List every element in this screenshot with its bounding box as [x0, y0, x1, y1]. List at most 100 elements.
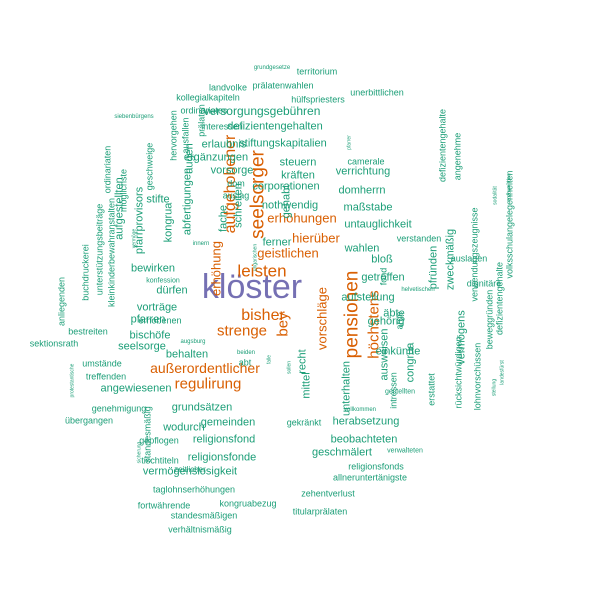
word-cloud-word: verwalteten: [387, 447, 423, 455]
word-cloud-word: steuern: [279, 156, 317, 169]
word-cloud-word: dom: [227, 178, 245, 189]
word-cloud-word: hervorgehen: [168, 110, 179, 161]
word-cloud-word: verrichtung: [335, 165, 391, 178]
word-cloud-word: fache: [217, 205, 230, 232]
word-cloud-word: beiden: [236, 350, 256, 356]
word-cloud-word: fortwährende: [137, 500, 191, 511]
word-cloud-word: abfertigungen: [181, 167, 194, 236]
word-cloud-word: seelsorger: [247, 150, 269, 239]
word-cloud-word: hierüber: [292, 230, 340, 246]
word-cloud-word: kongrua: [162, 202, 175, 243]
word-cloud-word: kräften: [281, 169, 315, 182]
word-cloud-word: versorgungsgebühren: [203, 104, 321, 118]
word-cloud-word: wahlen: [344, 242, 380, 255]
word-cloud-word: angewiesenen: [100, 382, 172, 395]
word-cloud-word: zeitlicher: [174, 465, 206, 474]
word-cloud-word: interessen: [201, 121, 243, 132]
word-cloud-word: erhobenen: [138, 315, 182, 326]
word-cloud-word: wodurch: [163, 421, 205, 434]
word-cloud-word: beweggründen: [484, 289, 495, 350]
word-cloud-word: strenge: [216, 322, 268, 340]
word-cloud-word: genehmigung: [91, 403, 147, 414]
word-cloud-word: congrua: [404, 342, 417, 383]
word-cloud-word: unterstützungsbeiträge: [94, 203, 105, 296]
word-cloud-word: defizientengehalten: [227, 120, 323, 133]
word-cloud-word: leisten: [237, 261, 287, 281]
word-cloud-word: gekränkt: [286, 417, 322, 428]
word-cloud-word: tischtiteln: [141, 455, 179, 466]
word-cloud-word: stifte: [146, 193, 170, 206]
word-cloud-word: untauglichkeit: [344, 218, 412, 231]
word-cloud-word: sollen: [286, 360, 293, 375]
word-cloud-word: treffenden: [85, 371, 127, 382]
word-cloud-word: lohnvorschüssen: [472, 342, 483, 411]
word-cloud-word: grundgesetze: [253, 65, 291, 71]
word-cloud-word: übergangen: [64, 415, 114, 426]
word-cloud-word: siebenbürgens: [114, 114, 154, 120]
word-cloud-word: konfession: [146, 277, 180, 285]
word-cloud-word: stellung: [491, 378, 498, 397]
word-cloud-word: defizientengehalte: [494, 261, 505, 336]
word-cloud-word: prälatenwahlen: [252, 80, 314, 91]
word-cloud-word: gemeinden: [200, 416, 256, 429]
word-cloud-word: intressen: [388, 372, 399, 409]
word-cloud-word: pfarren: [130, 313, 166, 326]
word-cloud-word: vermögenslosigkeit: [142, 465, 238, 478]
word-cloud-word: sicherung: [136, 441, 143, 464]
word-cloud-word: abt: [238, 357, 252, 368]
word-cloud-word: vorträge: [136, 301, 178, 314]
word-cloud-word: gepflogen: [139, 435, 179, 446]
word-cloud-word: erhöhung: [208, 241, 224, 296]
word-cloud-word: gehabt: [280, 184, 293, 219]
word-cloud-word: gehörig: [367, 315, 405, 328]
word-cloud-word: nothwendig: [261, 199, 319, 212]
word-cloud-word: verstanden: [396, 233, 442, 244]
word-cloud-word: innern: [192, 241, 210, 247]
word-cloud-word: maßstabe: [343, 201, 393, 214]
word-cloud-word: geschweige: [144, 142, 155, 191]
word-cloud-word: kongruabezug: [219, 498, 277, 509]
word-cloud-word: vorschläge: [314, 287, 330, 350]
word-cloud-word: falle: [266, 354, 273, 365]
word-cloud-word: einkünfte: [375, 345, 421, 358]
word-cloud-word: vermöge: [131, 228, 138, 249]
word-cloud-word: bewirken: [130, 262, 176, 275]
word-cloud-word: ordinariates: [180, 105, 228, 116]
word-cloud-word: getroffen: [361, 271, 405, 284]
word-cloud-word: kleinkinderbewahranstalten: [106, 197, 117, 308]
word-cloud-word: standesmäßigen: [170, 510, 238, 521]
word-cloud-word: auslagen: [450, 253, 488, 264]
word-cloud-word: bisher: [241, 307, 285, 324]
word-cloud-word: dürfen: [156, 284, 188, 297]
word-cloud-word: verwendungszeugnisse: [469, 207, 480, 302]
word-cloud-word: corporationen: [252, 180, 320, 193]
word-cloud-word: bestreiten: [68, 326, 108, 337]
word-cloud-word: vorsorge: [210, 164, 254, 177]
word-cloud-word: umstände: [82, 358, 122, 369]
word-cloud-word: religionsfonde: [187, 451, 257, 464]
word-cloud-word: bey: [274, 312, 292, 337]
word-cloud-word: regulirung: [174, 375, 242, 393]
word-cloud-word: anliegenden: [56, 276, 67, 327]
word-cloud-word: prälaten: [196, 104, 207, 137]
word-cloud-word: standesmäßig: [142, 406, 153, 463]
word-cloud-word: angenehme: [452, 132, 463, 181]
word-cloud-word: kollegialkapiteln: [176, 92, 240, 103]
word-cloud-word: sodalität: [492, 186, 499, 205]
word-cloud-word: erstattet: [426, 373, 437, 406]
word-cloud-word: recht: [296, 349, 309, 374]
word-cloud-word: ungarischen: [252, 243, 259, 272]
word-cloud-word: pensionen: [341, 270, 363, 359]
word-cloud-word: beobachteten: [330, 433, 398, 446]
word-cloud-word: erlaubnis: [201, 138, 247, 151]
word-cloud-word: bloß: [371, 253, 393, 266]
word-cloud-word: stiftungskapitalien: [239, 137, 327, 150]
word-cloud-word: mittel: [300, 372, 313, 399]
word-cloud-word: landvolke: [208, 82, 248, 93]
word-cloud-word: religionsfond: [192, 433, 256, 446]
word-cloud-word: ausfallen: [180, 117, 191, 154]
word-cloud-word: zuzuwenden: [506, 173, 513, 202]
word-cloud-word: domherrn: [338, 184, 386, 197]
word-cloud-word: ordinariaten: [102, 145, 113, 194]
